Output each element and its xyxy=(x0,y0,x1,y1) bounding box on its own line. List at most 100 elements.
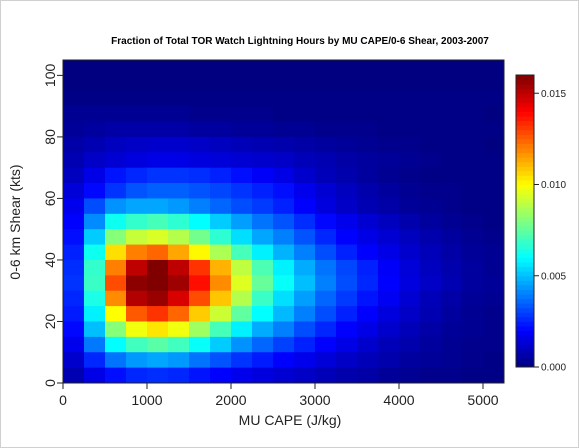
heatmap-cell xyxy=(105,321,127,338)
heatmap-cell xyxy=(105,60,127,76)
colorbar-swatch xyxy=(516,225,534,231)
heatmap-cell xyxy=(483,352,505,369)
heatmap-cell xyxy=(399,75,421,92)
heatmap-cell xyxy=(294,336,316,353)
heatmap-cell xyxy=(357,60,379,76)
colorbar-swatch xyxy=(516,79,534,85)
heatmap-cell xyxy=(147,213,169,230)
heatmap-cell xyxy=(273,136,295,153)
heatmap-cell xyxy=(462,167,484,184)
heatmap-cell xyxy=(357,290,379,307)
heatmap-cell xyxy=(105,90,127,107)
heatmap-cell xyxy=(84,152,106,169)
heatmap-cell xyxy=(336,321,358,338)
heatmap-cell xyxy=(231,60,253,76)
heatmap-cell xyxy=(336,336,358,353)
heatmap-cell xyxy=(84,229,106,245)
heatmap-cell xyxy=(147,229,169,245)
colorbar-swatch xyxy=(516,102,534,108)
heatmap-cell xyxy=(315,183,337,199)
heatmap-cell xyxy=(441,183,463,199)
colorbar-swatch xyxy=(516,111,534,117)
heatmap-cell xyxy=(84,290,106,307)
heatmap-cell xyxy=(357,213,379,230)
heatmap-cell xyxy=(378,152,400,169)
heatmap-cell xyxy=(378,259,400,276)
heatmap-cell xyxy=(210,167,232,184)
heatmap-cell xyxy=(105,336,127,353)
heatmap-cell xyxy=(483,321,505,338)
heatmap-cell xyxy=(231,306,253,322)
heatmap-cell xyxy=(126,106,148,122)
colorbar-swatch xyxy=(516,189,534,195)
heatmap-cell xyxy=(84,136,106,153)
heatmap-cell xyxy=(126,198,148,215)
heatmap-cell xyxy=(294,106,316,122)
plot-border xyxy=(62,59,505,384)
heatmap-cell xyxy=(336,275,358,292)
heatmap-cell xyxy=(357,352,379,369)
heatmap-cell xyxy=(315,306,337,322)
heatmap-cell xyxy=(462,229,484,245)
colorbar-swatch xyxy=(516,230,534,236)
heatmap-cell xyxy=(294,121,316,138)
heatmap-cell xyxy=(462,367,484,384)
heatmap-cell xyxy=(420,198,442,215)
heatmap-cell xyxy=(210,106,232,122)
heatmap-cell xyxy=(210,198,232,215)
colorbar-swatch xyxy=(516,138,534,144)
heatmap-cell xyxy=(168,244,190,261)
heatmap-cell xyxy=(126,213,148,230)
heatmap-cell xyxy=(63,183,85,199)
heatmap-cell xyxy=(189,75,211,92)
colorbar-swatch xyxy=(516,75,534,81)
heatmap-cell xyxy=(147,306,169,322)
heatmap-cell xyxy=(483,183,505,199)
heatmap-cell xyxy=(399,60,421,76)
colorbar-swatch xyxy=(516,298,534,304)
colorbar-swatch xyxy=(516,207,534,213)
heatmap-cell xyxy=(420,321,442,338)
heatmap-cell xyxy=(189,213,211,230)
heatmap-cell xyxy=(252,183,274,199)
heatmap-cell xyxy=(441,60,463,76)
heatmap-cell xyxy=(252,167,274,184)
heatmap-cell xyxy=(441,306,463,322)
heatmap-cell xyxy=(168,183,190,199)
heatmap-cell xyxy=(399,306,421,322)
heatmap-cell xyxy=(315,367,337,384)
heatmap-cell xyxy=(357,183,379,199)
colorbar-swatch xyxy=(516,152,534,158)
heatmap-cell xyxy=(63,90,85,107)
heatmap-cell xyxy=(168,167,190,184)
colorbar-swatch xyxy=(516,357,534,363)
colorbar-swatch xyxy=(516,198,534,204)
heatmap-cell xyxy=(168,213,190,230)
colorbar-swatch xyxy=(516,125,534,131)
heatmap-cell xyxy=(336,244,358,261)
heatmap-cell xyxy=(147,121,169,138)
heatmap-cell xyxy=(63,75,85,92)
heatmap-cell xyxy=(147,259,169,276)
heatmap-cell xyxy=(252,106,274,122)
y-tick-label: 0 xyxy=(42,379,58,387)
heatmap-cell xyxy=(147,183,169,199)
heatmap-cell xyxy=(147,367,169,384)
heatmap-cell xyxy=(315,336,337,353)
colorbar-swatch xyxy=(516,271,534,277)
heatmap-cell xyxy=(231,75,253,92)
heatmap-cell xyxy=(399,106,421,122)
heatmap-cell xyxy=(189,198,211,215)
heatmap-cell xyxy=(378,60,400,76)
heatmap-cell xyxy=(315,167,337,184)
heatmap-cell xyxy=(483,90,505,107)
heatmap-cell xyxy=(210,121,232,138)
heatmap-cell xyxy=(273,60,295,76)
colorbar-swatch xyxy=(516,252,534,258)
heatmap-cell xyxy=(231,198,253,215)
heatmap-cell xyxy=(441,275,463,292)
heatmap-cell xyxy=(294,352,316,369)
heatmap-cell xyxy=(252,136,274,153)
heatmap-cell xyxy=(189,244,211,261)
colorbar-swatch xyxy=(516,262,534,268)
